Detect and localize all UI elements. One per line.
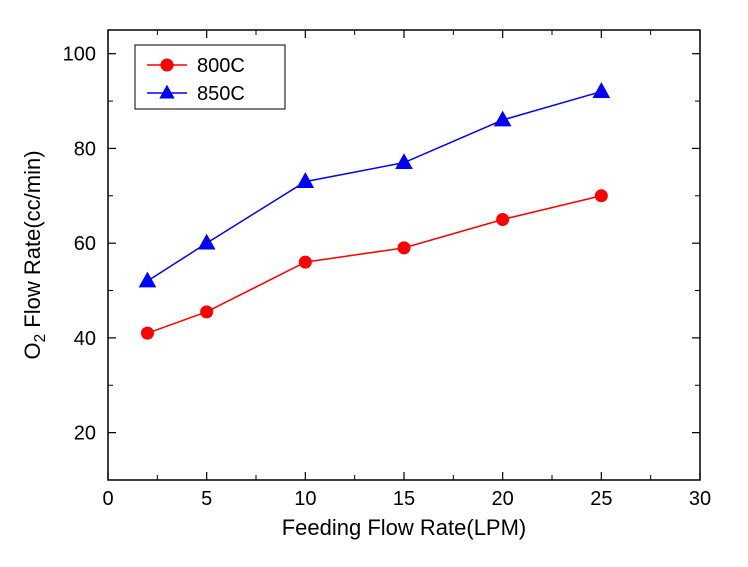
y-tick-label: 80 [74, 138, 96, 160]
x-tick-label: 25 [590, 488, 612, 510]
chart-container: 0 5 10 15 20 25 30 20 40 60 80 100 Feeding Flow Rate… [0, 0, 748, 567]
legend-label: 850C [197, 83, 245, 105]
y-tick-label: 60 [74, 233, 96, 255]
y-tick-label: 100 [63, 44, 96, 66]
y-tick-label: 40 [74, 328, 96, 350]
marker-circle [201, 306, 213, 318]
x-tick-label: 30 [689, 488, 711, 510]
marker-circle [299, 256, 311, 268]
x-tick-label: 20 [492, 488, 514, 510]
legend-label: 800C [197, 55, 245, 77]
marker-circle [497, 213, 509, 225]
x-tick-label: 0 [102, 488, 113, 510]
y-tick-label: 20 [74, 423, 96, 445]
marker-circle [398, 242, 410, 254]
y-axis-label: O2 Flow Rate(cc/min) [20, 150, 49, 359]
marker-circle [141, 327, 153, 339]
x-tick-label: 5 [201, 488, 212, 510]
marker-circle [161, 59, 173, 71]
line-chart: 0 5 10 15 20 25 30 20 40 60 80 100 Feeding Flow Rate… [0, 0, 748, 567]
marker-circle [595, 190, 607, 202]
x-tick-label: 15 [393, 488, 415, 510]
x-tick-label: 10 [294, 488, 316, 510]
x-axis-label: Feeding Flow Rate(LPM) [282, 515, 527, 540]
